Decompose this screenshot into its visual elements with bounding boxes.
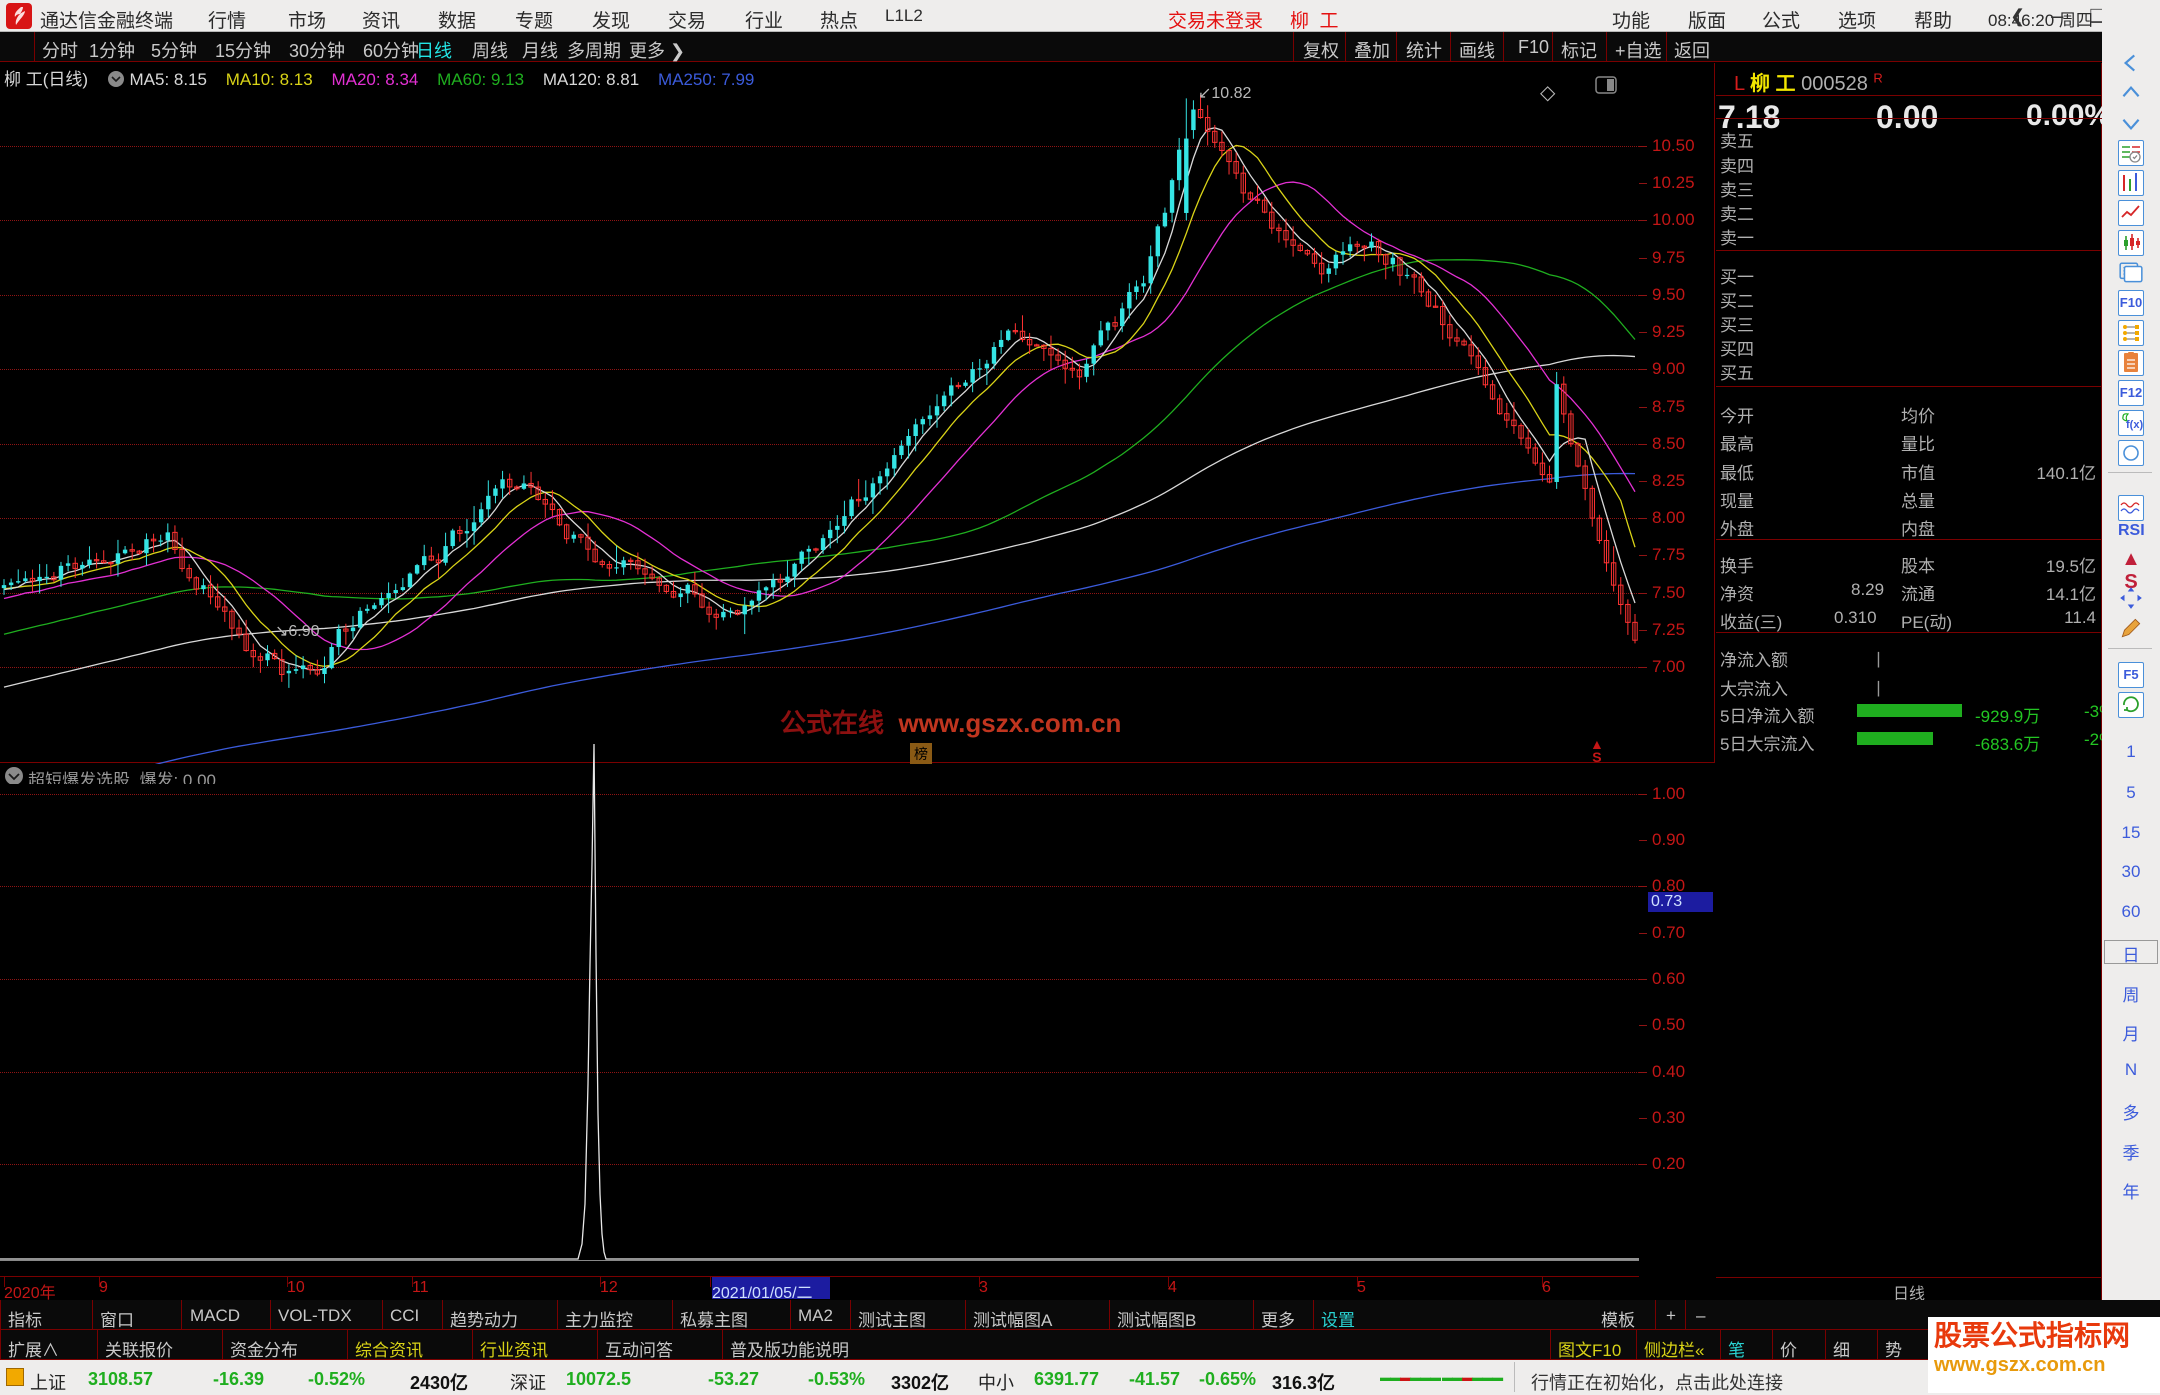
svg-text:f(x): f(x) (2126, 419, 2143, 431)
